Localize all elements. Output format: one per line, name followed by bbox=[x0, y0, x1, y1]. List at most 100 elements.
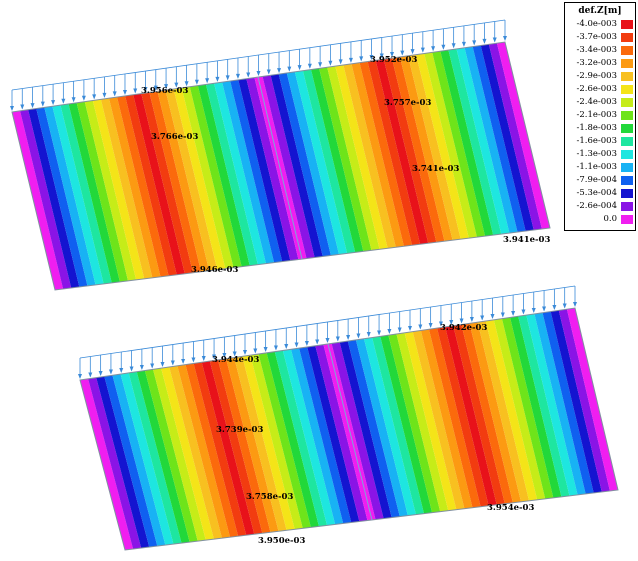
contour-band bbox=[488, 43, 542, 231]
contour-band bbox=[550, 310, 602, 493]
support-arrow-head bbox=[459, 318, 464, 324]
contour-band bbox=[375, 59, 429, 245]
support-arrow-head bbox=[253, 348, 258, 354]
contour-band bbox=[566, 308, 618, 491]
support-arrow-head bbox=[503, 36, 507, 41]
contour-band bbox=[173, 87, 226, 270]
contour-band bbox=[270, 74, 323, 258]
support-arrow-head bbox=[397, 327, 402, 333]
support-arrow-head bbox=[307, 63, 312, 69]
support-arrow-head bbox=[542, 306, 547, 312]
contour-band bbox=[307, 345, 360, 523]
contour-band bbox=[128, 371, 182, 545]
contour-band bbox=[408, 54, 461, 241]
contour-band bbox=[141, 92, 193, 274]
support-arrow-head bbox=[451, 43, 456, 49]
contour-band bbox=[96, 376, 150, 549]
support-arrow-head bbox=[153, 85, 158, 91]
support-arrow-head bbox=[10, 106, 14, 111]
support-arrow-head bbox=[441, 44, 446, 50]
contour-band bbox=[52, 105, 104, 285]
support-arrow-head bbox=[410, 49, 415, 55]
upper-support-arrows bbox=[10, 19, 507, 111]
support-arrow-head bbox=[400, 50, 405, 56]
annotation-label: 3.944e-03 bbox=[212, 355, 259, 365]
support-arrow-head bbox=[160, 362, 165, 367]
support-arrow-head bbox=[500, 312, 505, 318]
contour-band bbox=[153, 368, 206, 542]
contour-band bbox=[125, 94, 177, 276]
contour-band bbox=[501, 317, 554, 499]
support-arrow-head bbox=[531, 308, 536, 313]
legend-swatch bbox=[621, 20, 633, 29]
support-arrow-head bbox=[232, 351, 237, 357]
support-arrow-head bbox=[511, 311, 516, 316]
legend-row: -2.6e-003 bbox=[567, 84, 633, 95]
contour-band bbox=[510, 316, 562, 498]
contour-band bbox=[383, 58, 437, 244]
contour-band bbox=[222, 81, 275, 264]
contour-band bbox=[230, 79, 283, 263]
contour-band bbox=[189, 85, 242, 268]
annotation-label: 3.941e-03 bbox=[503, 235, 550, 245]
contour-band bbox=[493, 318, 546, 500]
legend-swatch bbox=[621, 46, 633, 55]
legend-swatch bbox=[621, 137, 633, 146]
support-arrow-head bbox=[102, 92, 107, 98]
support-arrow-head bbox=[194, 79, 199, 85]
contour-band bbox=[214, 82, 266, 265]
support-arrow-head bbox=[92, 94, 97, 100]
contour-band bbox=[88, 377, 142, 550]
legend-label: -1.8e-003 bbox=[576, 123, 617, 133]
contour-band bbox=[364, 337, 416, 516]
support-arrow-head bbox=[164, 84, 169, 90]
support-arrow-head bbox=[263, 347, 268, 352]
support-arrow-head bbox=[294, 342, 299, 348]
legend-label: -3.2e-003 bbox=[576, 58, 617, 68]
support-arrow-head bbox=[277, 68, 282, 74]
annotation-label: 3.739e-03 bbox=[216, 425, 263, 435]
support-arrow-head bbox=[40, 101, 45, 107]
support-arrow-head bbox=[150, 363, 155, 369]
contour-band bbox=[335, 64, 388, 250]
contour-band bbox=[20, 109, 72, 289]
contour-band bbox=[205, 83, 258, 266]
legend-row: -1.6e-003 bbox=[567, 136, 633, 147]
annotation-label: 3.950e-03 bbox=[258, 536, 305, 546]
support-arrow-head bbox=[490, 314, 495, 319]
contour-band bbox=[432, 51, 486, 238]
support-arrow-head bbox=[71, 97, 76, 103]
support-arrow-head bbox=[377, 330, 382, 336]
color-legend: def.Z[m] -4.0e-003 -3.7e-003 -3.4e-003 -3.2… bbox=[564, 2, 636, 231]
contour-band bbox=[246, 77, 299, 261]
support-arrow-head bbox=[184, 81, 189, 87]
support-arrow-head bbox=[469, 317, 474, 322]
support-arrow-head bbox=[273, 345, 278, 351]
support-arrow-head bbox=[346, 335, 351, 340]
support-arrow-head bbox=[418, 324, 423, 330]
contour-band bbox=[266, 351, 319, 528]
legend-row: -3.4e-003 bbox=[567, 45, 633, 56]
legend-label: -2.1e-003 bbox=[576, 110, 617, 120]
contour-band bbox=[424, 52, 477, 239]
support-arrow-head bbox=[129, 366, 134, 372]
contour-band bbox=[104, 375, 158, 548]
support-arrow-head bbox=[472, 40, 477, 46]
support-arrow-head bbox=[573, 302, 577, 307]
contour-band bbox=[185, 363, 239, 538]
contour-band bbox=[399, 55, 453, 242]
support-arrow-head bbox=[461, 41, 466, 47]
legend-swatch bbox=[621, 59, 633, 68]
contour-band bbox=[100, 98, 153, 279]
support-arrow-head bbox=[482, 38, 487, 44]
support-arrow-head bbox=[222, 353, 227, 358]
contour-band bbox=[197, 84, 250, 267]
support-arrow-head bbox=[246, 72, 251, 78]
contour-band bbox=[290, 348, 344, 525]
support-arrow-head bbox=[81, 95, 86, 101]
support-arrow-head bbox=[387, 329, 392, 334]
support-arrow-head bbox=[143, 87, 148, 93]
contour-band bbox=[343, 63, 396, 249]
legend-swatch bbox=[621, 150, 633, 159]
